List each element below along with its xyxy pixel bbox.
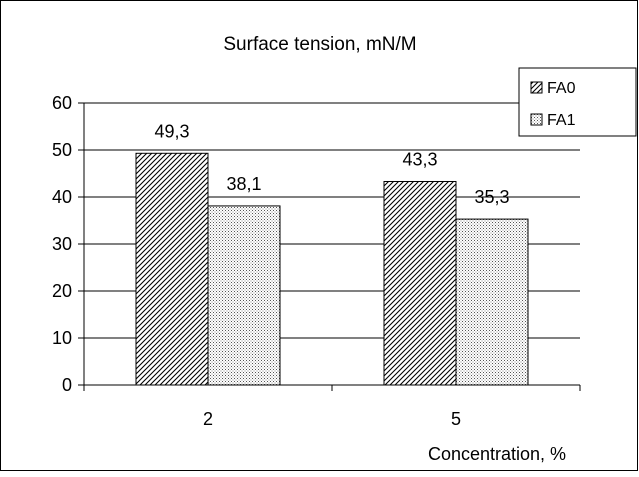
legend-label-fa0: FA0 <box>547 80 576 97</box>
chart-title: Surface tension, mN/M <box>223 34 416 55</box>
tick-labels: 0 10 20 30 40 50 60 2 5 <box>52 93 461 429</box>
legend-box <box>518 67 637 137</box>
legend: FA0 FA1 <box>518 67 637 137</box>
x-tick-label: 5 <box>451 409 461 429</box>
legend-swatch-fa1 <box>530 113 543 126</box>
bars <box>135 152 529 386</box>
data-labels: 49,3 38,1 43,3 35,3 <box>154 121 509 207</box>
y-tick-label: 50 <box>52 140 72 160</box>
data-label-fa0-2: 49,3 <box>154 121 189 141</box>
bar-fa1-5 <box>455 218 529 386</box>
y-tick-label: 40 <box>52 187 72 207</box>
y-tick-label: 20 <box>52 281 72 301</box>
y-tick-label: 30 <box>52 234 72 254</box>
bar-fa0-2 <box>135 152 209 386</box>
y-tick-label: 60 <box>52 93 72 113</box>
x-axis-label: Concentration, % <box>428 444 566 464</box>
legend-swatch-fa0 <box>530 81 543 94</box>
bar-fa0-5 <box>383 180 457 386</box>
x-tick-label: 2 <box>203 409 213 429</box>
data-label-fa1-2: 38,1 <box>226 174 261 194</box>
legend-label-fa1: FA1 <box>547 112 576 129</box>
y-tick-label: 10 <box>52 328 72 348</box>
bar-fa1-2 <box>207 205 281 386</box>
data-label-fa1-5: 35,3 <box>474 187 509 207</box>
y-tick-label: 0 <box>62 375 72 395</box>
data-label-fa0-5: 43,3 <box>402 149 437 169</box>
